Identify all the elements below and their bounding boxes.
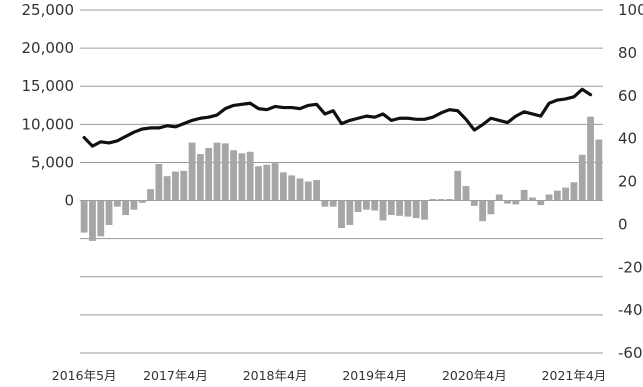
bar [495,194,503,201]
left-axis-tick-label: 25,000 [22,1,75,19]
bar [537,200,545,206]
bar [113,200,121,207]
left-axis-tick-label: 5,000 [31,153,74,171]
bar [172,171,179,201]
bar [321,200,329,207]
right-axis-tick-label: 0 [618,215,628,233]
bar [446,199,453,201]
bar [412,200,420,219]
bar [354,200,362,212]
bar [595,139,603,201]
bar [205,147,213,201]
bar [470,200,478,206]
bar [371,200,379,211]
bar [147,189,154,201]
bar [313,179,320,201]
bar [263,164,271,201]
bar [230,150,237,201]
bar [396,200,404,216]
x-axis-tick-label: 2020年4月 [442,368,507,383]
bar [338,200,345,228]
right-axis-ticks: 100 80 60 40 20 0 -20 -40 -60 [618,1,643,362]
bar [404,200,412,217]
bar [462,186,470,201]
bar [570,182,578,201]
bar [97,200,105,237]
x-axis-ticks: 2016年5月 2017年4月 2018年4月 2019年4月 2020年4月 2021年… [52,368,607,383]
line-series-path [82,87,593,148]
bar [329,200,337,207]
bar [562,187,570,201]
bar [196,154,204,201]
bar [504,200,511,204]
bar [130,200,138,210]
bar [387,200,395,216]
bar [288,175,296,201]
right-axis-tick-label: -20 [618,258,643,276]
bar [545,194,553,201]
left-axis-tick-label: 15,000 [22,77,75,95]
bar [238,153,246,201]
bar [346,200,354,225]
bar [553,190,561,201]
bar [363,200,370,210]
bar [80,200,88,233]
bar [221,143,229,201]
bar [487,200,495,215]
bar [279,172,287,201]
right-axis-tick-label: 100 [618,1,643,19]
bar [180,170,188,201]
bar [512,200,520,205]
bar [454,170,462,201]
bar [304,181,312,201]
bar [587,116,594,201]
right-axis-tick-label: 60 [618,87,637,105]
bar [520,189,528,201]
x-axis-tick-label: 2017年4月 [143,368,208,383]
right-axis-tick-label: -60 [618,344,643,362]
x-axis-tick-label: 2016年5月 [52,368,117,383]
bar [213,142,221,201]
bar [138,200,146,203]
bar [255,166,262,201]
bar [421,200,428,220]
bar [163,176,171,201]
bar [296,178,304,201]
bar [479,200,487,222]
x-axis-tick-label: 2018年4月 [243,368,308,383]
left-axis-ticks: 25,000 20,000 15,000 10,000 5,000 0 [22,1,75,210]
left-axis-tick-label: 20,000 [22,39,75,57]
bar [155,163,163,201]
bar [379,200,387,221]
bar [437,199,445,201]
bar-series [80,116,603,241]
bar [271,163,279,201]
bar [105,200,113,225]
bar [578,154,586,201]
left-axis-tick-label: 10,000 [22,115,75,133]
line-series [82,87,593,148]
right-axis-tick-label: 40 [618,130,637,148]
left-axis-tick-label: 0 [64,192,74,210]
right-axis-tick-label: 20 [618,173,637,191]
bar [429,199,437,201]
bar [122,200,130,216]
right-axis-tick-label: -40 [618,301,643,319]
x-axis-tick-label: 2021年4月 [542,368,607,383]
bar [246,151,254,201]
x-axis-tick-label: 2019年4月 [342,368,407,383]
bar [89,200,96,241]
bar [529,197,536,201]
right-axis-tick-label: 80 [618,44,637,62]
bar [188,142,196,201]
